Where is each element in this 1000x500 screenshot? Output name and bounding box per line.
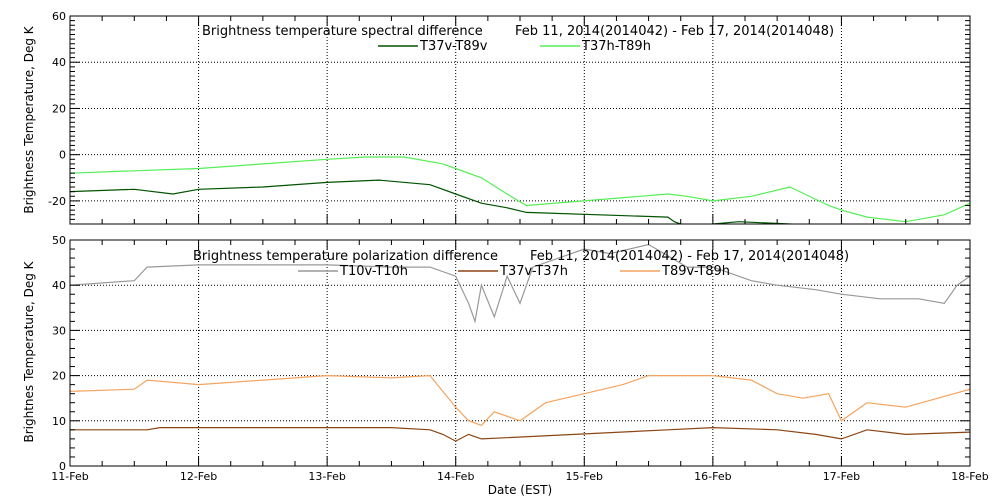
x-tick-label: 13-Feb	[308, 470, 345, 483]
series-line-t37v-t89v	[70, 179, 970, 224]
series-line-t37h-t89h	[70, 156, 970, 223]
bottom-legend: T10v-T10h T37v-T37h T89v-T89h	[298, 264, 730, 279]
x-tick-label: 17-Feb	[823, 470, 860, 483]
y-tick-label: 30	[52, 324, 66, 337]
legend-label: T37v-T37h	[499, 264, 568, 279]
x-tick-label: 18-Feb	[951, 470, 988, 483]
bottom-x-ticks: 11-Feb 12-Feb 13-Feb 14-Feb 15-Feb 16-Feb 17-F…	[51, 240, 989, 483]
legend-label: T37v-T89v	[419, 39, 488, 54]
x-axis-label: Date (EST)	[488, 483, 552, 497]
x-tick-label: 12-Feb	[180, 470, 217, 483]
y-tick-label: 60	[52, 10, 66, 23]
y-tick-label: 0	[59, 149, 66, 162]
y-tick-label: 20	[52, 370, 66, 383]
top-chart-subtitle: Feb 11, 2014(2014042) - Feb 17, 2014(201…	[515, 24, 834, 39]
x-tick-label: 16-Feb	[694, 470, 731, 483]
bottom-y-axis-label: Brightnes Temperature, Deg K	[22, 260, 36, 442]
top-chart-title: Brightness temperature spectral differen…	[202, 24, 483, 39]
series-line-t89v-t89h	[70, 374, 970, 426]
top-y-axis-label: Brightness Temperature, Deg K	[22, 25, 36, 213]
top-axes-box	[69, 15, 971, 225]
y-tick-label: 10	[52, 415, 66, 428]
spectral-difference-panel: -20 0 20 40 60 Brightness temperature spectr…	[22, 10, 971, 225]
series-line-t37v-t37h	[70, 426, 970, 442]
top-legend: T37v-T89v T37h-T89h	[378, 39, 651, 54]
top-x-ticks	[69, 16, 971, 224]
bottom-series-group	[70, 243, 970, 442]
y-tick-label: 20	[52, 102, 66, 115]
y-tick-label: 50	[52, 234, 66, 247]
legend-label: T37h-T89h	[581, 39, 651, 54]
top-series-group	[70, 156, 970, 224]
y-tick-label: 40	[52, 279, 66, 292]
y-tick-label: 0	[59, 460, 66, 473]
bottom-chart-subtitle: Feb 11, 2014(2014042) - Feb 17, 2014(201…	[530, 249, 849, 264]
y-tick-label: -20	[48, 195, 66, 208]
x-tick-label: 11-Feb	[51, 470, 88, 483]
legend-label: T10v-T10h	[339, 264, 408, 279]
top-grid	[70, 16, 970, 224]
top-y-ticks: -20 0 20 40 60	[48, 10, 970, 225]
series-line-t10v-t10h	[70, 243, 970, 324]
y-tick-label: 40	[52, 56, 66, 69]
bottom-y-ticks: 0 10 20 30 40 50	[52, 234, 970, 473]
x-tick-label: 15-Feb	[566, 470, 603, 483]
bottom-chart-title: Brightness temperature polarization diff…	[193, 249, 498, 264]
polarization-difference-panel: 0 10 20 30 40 50 11-Feb 12-Feb 13-Feb 14-Feb 15-F…	[22, 234, 989, 497]
x-tick-label: 14-Feb	[437, 470, 474, 483]
legend-label: T89v-T89h	[661, 264, 730, 279]
